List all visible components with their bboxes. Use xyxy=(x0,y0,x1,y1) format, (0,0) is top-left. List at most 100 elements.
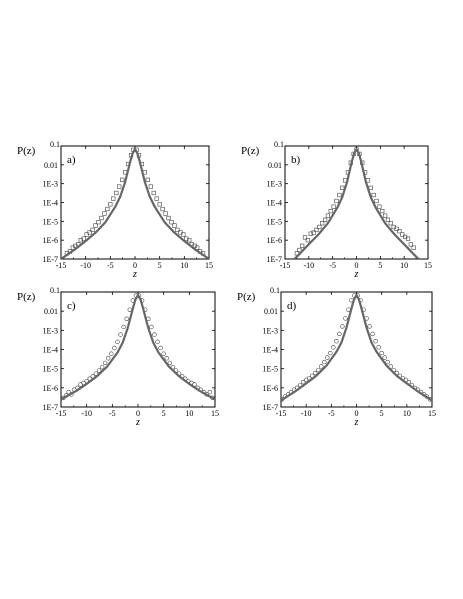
y-tick-label: 0.1 xyxy=(50,140,60,149)
y-tick-label: 1E-3 xyxy=(266,180,282,189)
data-point xyxy=(397,229,402,234)
data-point xyxy=(207,389,213,395)
panel-label: d) xyxy=(287,300,297,312)
y-axis-title: P(z) xyxy=(17,291,36,303)
data-point xyxy=(121,324,126,330)
data-point xyxy=(380,208,385,214)
y-tick-label: 1E-4 xyxy=(266,199,282,208)
data-point xyxy=(93,223,98,228)
data-point xyxy=(337,192,342,198)
data-point xyxy=(163,211,168,216)
data-point xyxy=(317,224,322,230)
x-tick-label: 15 xyxy=(428,409,436,418)
data-point xyxy=(78,238,83,243)
data-point xyxy=(157,202,162,207)
data-point xyxy=(175,227,180,233)
data-point xyxy=(311,230,316,235)
data-point xyxy=(96,368,102,373)
x-tick-label: -15 xyxy=(56,261,67,270)
data-point xyxy=(166,215,171,221)
x-tick-label: 5 xyxy=(380,409,384,418)
data-point xyxy=(151,190,156,196)
data-point xyxy=(152,332,157,337)
data-point xyxy=(337,331,342,337)
x-tick-label: -5 xyxy=(329,261,336,270)
data-point xyxy=(320,221,325,226)
plot-frame xyxy=(280,291,433,408)
x-tick-label: 5 xyxy=(378,261,382,270)
data-point xyxy=(118,332,123,337)
y-tick-label: 1E-3 xyxy=(42,180,58,189)
data-point xyxy=(400,232,405,237)
x-tick-label: 0 xyxy=(133,261,137,270)
plot-area xyxy=(293,147,420,259)
x-tick-label: 5 xyxy=(158,261,162,270)
fit-curve xyxy=(61,148,209,259)
y-tick-label: 0.1 xyxy=(274,140,284,149)
y-tick-label: 1E-6 xyxy=(266,236,282,245)
data-point xyxy=(370,331,375,337)
x-axis-title: z xyxy=(132,269,137,280)
data-point xyxy=(405,236,411,241)
x-tick-label: -15 xyxy=(280,261,291,270)
data-point xyxy=(154,196,159,201)
data-point xyxy=(316,367,321,373)
data-point xyxy=(164,356,169,361)
y-tick-label: 0.01 xyxy=(264,307,278,316)
data-point xyxy=(155,339,160,345)
data-point xyxy=(300,243,305,248)
x-tick-label: 15 xyxy=(205,261,213,270)
x-tick-label: -5 xyxy=(109,409,116,418)
x-tick-label: 0 xyxy=(355,409,359,418)
x-tick-label: -10 xyxy=(301,409,312,418)
data-point xyxy=(172,223,177,228)
data-point xyxy=(117,184,122,189)
data-point xyxy=(102,360,108,366)
x-tick-label: -5 xyxy=(107,261,114,270)
data-point xyxy=(411,245,416,250)
x-tick-label: 5 xyxy=(162,409,166,418)
x-tick-label: -10 xyxy=(81,409,92,418)
data-point xyxy=(408,242,413,247)
data-point xyxy=(114,190,119,196)
x-tick-label: 0 xyxy=(136,409,140,418)
data-point xyxy=(367,324,372,329)
x-tick-label: -15 xyxy=(56,409,67,418)
data-point xyxy=(322,359,327,365)
data-point xyxy=(382,213,388,218)
panel-label: c) xyxy=(67,300,76,312)
y-tick-label: 1E-3 xyxy=(42,326,58,335)
data-point xyxy=(322,217,328,222)
y-tick-label: 1E-3 xyxy=(262,326,278,335)
data-point xyxy=(167,360,173,366)
x-axis-title: z xyxy=(354,269,359,280)
y-tick-label: 1E-7 xyxy=(262,403,278,412)
data-point xyxy=(90,227,95,233)
y-tick-label: 1E-6 xyxy=(262,384,278,393)
y-tick-label: 0.1 xyxy=(270,286,280,295)
x-tick-label: -10 xyxy=(80,261,91,270)
data-point xyxy=(302,235,308,240)
x-tick-label: -15 xyxy=(276,409,287,418)
x-tick-label: -10 xyxy=(303,261,314,270)
x-tick-label: 10 xyxy=(180,261,188,270)
plot-area xyxy=(61,147,209,259)
data-point xyxy=(314,227,319,233)
plot-area xyxy=(61,293,215,401)
data-point xyxy=(160,206,165,212)
data-point xyxy=(334,198,339,204)
y-tick-label: 1E-4 xyxy=(42,199,58,208)
data-point xyxy=(343,316,348,321)
data-point xyxy=(145,177,150,182)
data-point xyxy=(325,213,331,218)
data-point xyxy=(81,236,86,241)
data-point xyxy=(111,196,116,201)
chart-panel-0: -15 -10 -5 0 5 10 15 1E-7 1E-6 1E-5 1E-4 1E-3 0.01 0.… xyxy=(17,140,213,280)
y-axis-title: P(z) xyxy=(241,145,260,157)
x-tick-label: 15 xyxy=(424,261,432,270)
chart-panel-2: -15 -10 -5 0 5 10 15 1E-7 1E-6 1E-5 1E-4 1E-3 0.01 0.… xyxy=(17,286,219,428)
data-point xyxy=(115,339,120,345)
data-point xyxy=(106,356,111,361)
data-point xyxy=(373,339,378,344)
